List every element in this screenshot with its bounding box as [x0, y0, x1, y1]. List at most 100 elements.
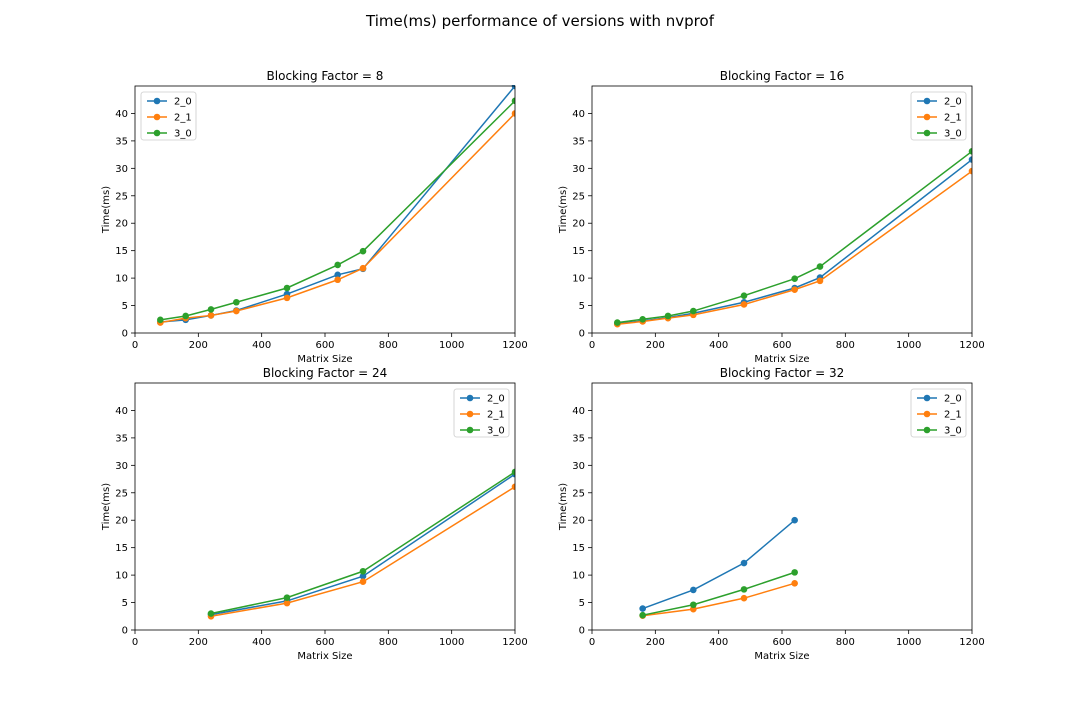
x-tick-label: 1000 [896, 340, 921, 351]
data-point-2_1 [740, 594, 748, 602]
legend-box [140, 91, 197, 141]
data-point-2_1 [283, 294, 291, 302]
x-tick-label: 200 [189, 340, 208, 351]
data-point-2_1 [511, 110, 515, 117]
data-point-3_0 [182, 312, 189, 320]
x-tick-label: 600 [772, 340, 791, 351]
y-tick-label: 15 [115, 246, 128, 257]
legend-marker-2_0 [923, 97, 931, 105]
y-tick-label: 35 [115, 433, 128, 444]
data-point-2_0 [639, 605, 646, 612]
y-tick-label: 5 [579, 598, 585, 609]
x-tick-label: 1200 [502, 340, 527, 351]
data-point-3_0 [740, 292, 748, 299]
y-tick-label: 15 [572, 246, 585, 257]
y-tick-label: 30 [115, 164, 128, 175]
x-axis-label: Matrix Size [297, 354, 352, 365]
legend-label-2_0: 2_0 [944, 394, 962, 405]
data-point-3_0 [639, 611, 646, 619]
plot-data [614, 148, 972, 328]
legend-box [910, 91, 967, 141]
x-tick-label: 400 [252, 637, 271, 648]
x-tick-label: 0 [589, 340, 595, 351]
legend-marker-3_0 [466, 426, 474, 434]
data-point-3_0 [791, 275, 798, 282]
subplot-1: Blocking Factor = 80 200 400 600 800 1000 1200… [101, 69, 528, 365]
subplot-title: Blocking Factor = 16 [720, 69, 845, 83]
data-point-3_0 [614, 319, 621, 326]
legend-label-3_0: 3_0 [174, 129, 192, 140]
legend-label-2_0: 2_0 [174, 97, 192, 108]
legend-label-2_1: 2_1 [487, 410, 505, 421]
y-tick-label: 30 [572, 461, 585, 472]
y-tick-label: 5 [122, 301, 128, 312]
y-tick-label: 20 [115, 219, 128, 230]
x-axis-label: Matrix Size [297, 651, 352, 662]
data-point-3_0 [359, 247, 367, 255]
data-point-2_1 [968, 167, 972, 175]
legend-marker-2_0 [466, 394, 474, 402]
y-tick-label: 10 [115, 274, 128, 285]
legend-box [453, 388, 510, 438]
series-line-2_0 [642, 519, 796, 610]
x-tick-label: 0 [132, 637, 138, 648]
y-tick-label: 30 [572, 164, 585, 175]
data-point-2_0 [334, 271, 341, 279]
legend-label-3_0: 3_0 [944, 129, 962, 140]
y-tick-label: 0 [579, 329, 585, 340]
x-tick-label: 0 [132, 340, 138, 351]
x-tick-label: 600 [315, 637, 334, 648]
plot-data [157, 85, 515, 326]
data-point-3_0 [283, 594, 291, 601]
data-point-2_1 [740, 301, 748, 308]
series-line-2_1 [160, 112, 515, 324]
legend-label-2_0: 2_0 [944, 97, 962, 108]
data-point-2_1 [816, 277, 824, 285]
legend-marker-3_0 [153, 129, 161, 137]
x-tick-label: 400 [709, 637, 728, 648]
plot-data [639, 516, 798, 620]
x-axis-label: Matrix Size [754, 651, 809, 662]
data-point-3_0 [207, 610, 215, 617]
y-tick-label: 40 [115, 406, 128, 417]
x-tick-label: 200 [646, 637, 665, 648]
subplot-title: Blocking Factor = 8 [267, 69, 384, 83]
figure-title: Time(ms) performance of versions with nv… [365, 12, 715, 30]
y-tick-label: 35 [115, 136, 128, 147]
y-tick-label: 20 [572, 516, 585, 527]
axes-frame [591, 382, 973, 631]
data-point-3_0 [207, 306, 215, 313]
legend-label-3_0: 3_0 [944, 426, 962, 437]
legend-label-2_1: 2_1 [944, 113, 962, 124]
x-tick-label: 400 [709, 340, 728, 351]
y-tick-label: 40 [572, 406, 585, 417]
legend-marker-3_0 [923, 426, 931, 434]
y-axis-label: Time(ms) [101, 483, 112, 531]
y-axis-label: Time(ms) [558, 483, 569, 531]
subplots: Blocking Factor = 80 200 400 600 800 1000 1200… [101, 69, 985, 662]
data-point-3_0 [334, 261, 341, 269]
legend-marker-2_1 [466, 410, 474, 418]
y-tick-label: 5 [122, 598, 128, 609]
legend-marker-2_1 [923, 410, 931, 418]
data-point-3_0 [359, 567, 367, 575]
y-tick-label: 25 [115, 488, 128, 499]
legend-label-2_0: 2_0 [487, 394, 505, 405]
x-tick-label: 200 [646, 340, 665, 351]
series-line-3_0 [210, 471, 515, 615]
x-tick-label: 1000 [439, 340, 464, 351]
y-tick-label: 40 [115, 109, 128, 120]
y-tick-label: 35 [572, 136, 585, 147]
data-point-2_1 [334, 276, 341, 284]
data-point-3_0 [639, 315, 646, 323]
data-point-3_0 [968, 148, 972, 155]
y-tick-label: 25 [115, 191, 128, 202]
y-tick-label: 25 [572, 191, 585, 202]
subplot-title: Blocking Factor = 24 [263, 366, 388, 380]
x-tick-label: 800 [379, 340, 398, 351]
x-tick-label: 1000 [896, 637, 921, 648]
data-point-2_1 [791, 286, 798, 293]
data-point-2_0 [791, 516, 798, 524]
x-tick-label: 800 [836, 637, 855, 648]
